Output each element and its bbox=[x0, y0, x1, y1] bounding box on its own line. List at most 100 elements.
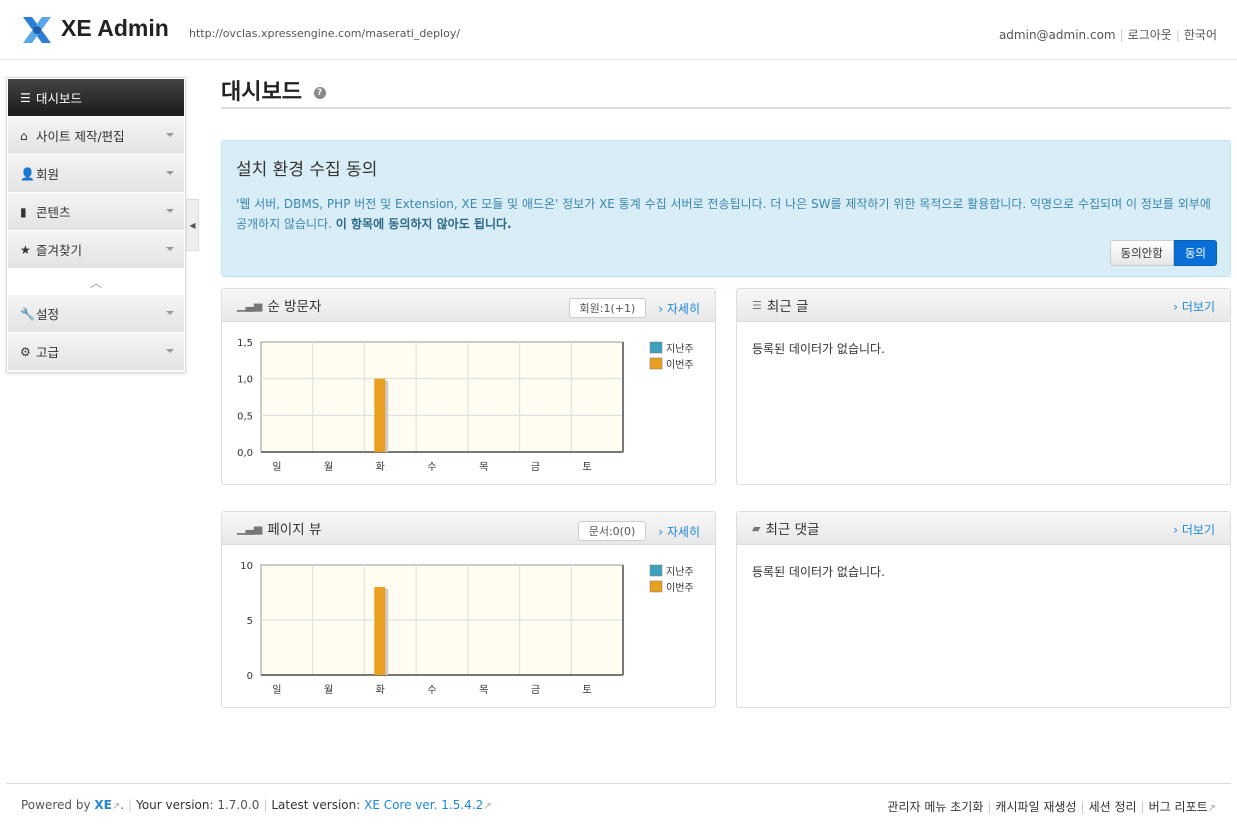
chevron-down-icon bbox=[166, 171, 174, 179]
xe-logo[interactable] bbox=[20, 14, 54, 46]
user-icon: 👤 bbox=[20, 166, 35, 181]
regenerate-cache-link[interactable]: 캐시파일 재생성 bbox=[995, 800, 1077, 814]
recent-posts-panel: ☰ 최근 글 › 더보기 등록된 데이터가 없습니다. bbox=[736, 288, 1231, 485]
brand-title[interactable]: XE Admin bbox=[61, 15, 169, 41]
account-menu: admin@admin.com | 로그아웃 | 한국어 bbox=[998, 28, 1217, 42]
legend-swatch bbox=[649, 357, 663, 370]
x-tick-label: 화 bbox=[376, 684, 385, 696]
logout-link[interactable]: 로그아웃 bbox=[1127, 28, 1172, 42]
external-link-icon: ↗ bbox=[483, 801, 492, 812]
language-select[interactable]: 한국어 bbox=[1183, 28, 1217, 42]
x-tick-label: 화 bbox=[376, 461, 385, 473]
chevron-down-icon bbox=[166, 247, 174, 255]
chevron-down-icon bbox=[166, 209, 174, 217]
list-icon: ☰ bbox=[752, 298, 762, 312]
signal-icon: ▁▃▅ bbox=[237, 521, 263, 535]
list-icon: ☰ bbox=[20, 90, 31, 105]
y-tick-label: 0,5 bbox=[237, 411, 253, 422]
sidebar-toggle[interactable]: ◀ bbox=[186, 199, 199, 251]
external-link-icon: ↗ bbox=[1207, 803, 1216, 814]
legend-label: 이번주 bbox=[666, 359, 694, 371]
legend-swatch bbox=[649, 341, 663, 354]
comment-icon: ▰ bbox=[752, 521, 761, 535]
chevron-down-icon bbox=[166, 133, 174, 141]
page-title-text: 대시보드 bbox=[221, 80, 302, 105]
x-tick-label: 수 bbox=[427, 684, 436, 696]
sidebar-item-advanced[interactable]: ⚙ 고급 bbox=[8, 333, 184, 371]
sidebar-item-site[interactable]: ⌂ 사이트 제작/편집 bbox=[8, 117, 184, 155]
sidebar-item-content[interactable]: ▮ 콘텐츠 bbox=[8, 193, 184, 231]
help-icon[interactable]: ? bbox=[313, 87, 326, 99]
wrench-icon: 🔧 bbox=[20, 306, 35, 321]
notice-bold: 이 항목에 동의하지 않아도 됩니다. bbox=[335, 217, 512, 231]
xe-link[interactable]: XE bbox=[94, 798, 112, 812]
sidebar-item-label: 사이트 제작/편집 bbox=[36, 129, 125, 144]
sidebar-item-label: 설정 bbox=[36, 307, 60, 322]
notice-title: 설치 환경 수집 동의 bbox=[236, 160, 378, 180]
sidebar-item-settings[interactable]: 🔧 설정 bbox=[8, 295, 184, 333]
panel-title: 최근 글 bbox=[766, 299, 809, 315]
bar-this-week bbox=[374, 587, 386, 675]
notice-body: '웹 서버, DBMS, PHP 버전 및 Extension, XE 모듈 및… bbox=[236, 197, 1211, 231]
chevron-up-icon: ︿ bbox=[89, 275, 102, 290]
member-count-badge: 회원:1(+1) bbox=[568, 298, 647, 318]
panel-title: 페이지 뷰 bbox=[267, 522, 322, 538]
reset-admin-menu-link[interactable]: 관리자 메뉴 초기화 bbox=[887, 800, 984, 814]
signal-icon: ▁▃▅ bbox=[237, 298, 263, 312]
gear-icon: ⚙ bbox=[20, 344, 31, 359]
x-tick-label: 월 bbox=[324, 684, 333, 696]
page-title: 대시보드 ? bbox=[221, 74, 1231, 109]
y-tick-label: 0 bbox=[247, 671, 253, 682]
site-url-link[interactable]: http://ovclas.xpressengine.com/maserati_… bbox=[189, 27, 461, 40]
x-tick-label: 목 bbox=[479, 684, 488, 696]
sidebar-item-label: 고급 bbox=[36, 345, 60, 360]
x-tick-label: 월 bbox=[324, 461, 333, 473]
sidebar-item-label: 회원 bbox=[36, 167, 60, 182]
y-tick-label: 0,0 bbox=[237, 448, 253, 459]
collapse-button[interactable]: ︿ bbox=[8, 269, 184, 295]
details-link[interactable]: › 자세히 bbox=[658, 524, 700, 539]
sidebar-item-member[interactable]: 👤 회원 bbox=[8, 155, 184, 193]
bar-this-week bbox=[374, 378, 386, 452]
recent-comments-panel: ▰ 최근 댓글 › 더보기 등록된 데이터가 없습니다. bbox=[736, 511, 1231, 708]
legend-label: 이번주 bbox=[666, 582, 694, 594]
latest-version-link[interactable]: XE Core ver. 1.5.4.2 bbox=[364, 798, 484, 812]
details-link[interactable]: › 자세히 bbox=[658, 301, 700, 316]
sidebar-item-favorites[interactable]: ★ 즐겨찾기 bbox=[8, 231, 184, 269]
disagree-button[interactable]: 동의안함 bbox=[1109, 240, 1174, 266]
panel-title: 최근 댓글 bbox=[765, 522, 820, 538]
more-link[interactable]: › 더보기 bbox=[1173, 300, 1215, 314]
legend-swatch bbox=[649, 580, 663, 593]
pageviews-panel: ▁▃▅ 페이지 뷰 문서:0(0) › 자세히 0 5 10 일 월 화 수 목 금 토 지난주 이번주 bbox=[221, 511, 716, 708]
x-tick-label: 토 bbox=[583, 462, 592, 473]
more-link[interactable]: › 더보기 bbox=[1173, 523, 1215, 537]
latest-version-label: Latest version bbox=[271, 798, 357, 812]
sidebar-item-label: 콘텐츠 bbox=[36, 205, 71, 220]
header: XE Admin http://ovclas.xpressengine.com/… bbox=[0, 0, 1237, 60]
legend-label: 지난주 bbox=[666, 566, 694, 578]
x-tick-label: 목 bbox=[479, 461, 488, 473]
footer: Powered by XE↗. | Your version: 1.7.0.0 | La… bbox=[6, 783, 1231, 829]
sidebar-item-label: 대시보드 bbox=[36, 91, 83, 106]
empty-message: 등록된 데이터가 없습니다. bbox=[752, 565, 885, 579]
chevron-down-icon bbox=[166, 349, 174, 357]
star-icon: ★ bbox=[20, 242, 31, 257]
y-tick-label: 1,0 bbox=[237, 375, 253, 386]
clear-session-link[interactable]: 세션 정리 bbox=[1088, 800, 1137, 814]
notice-text: '웹 서버, DBMS, PHP 버전 및 Extension, XE 모듈 및… bbox=[236, 194, 1216, 234]
user-email-link[interactable]: admin@admin.com bbox=[998, 28, 1116, 42]
bug-report-link[interactable]: 버그 리포트 bbox=[1148, 800, 1208, 814]
powered-by-text: Powered by bbox=[21, 798, 95, 812]
agree-button[interactable]: 동의 bbox=[1173, 240, 1217, 266]
your-version: 1.7.0.0 bbox=[217, 798, 260, 812]
sidebar-item-dashboard[interactable]: ☰ 대시보드 bbox=[8, 79, 184, 117]
book-icon: ▮ bbox=[20, 204, 27, 219]
chevron-left-icon: ◀ bbox=[189, 220, 196, 230]
your-version-label: Your version bbox=[136, 798, 210, 812]
empty-message: 등록된 데이터가 없습니다. bbox=[752, 342, 885, 356]
plot-area bbox=[260, 341, 624, 453]
chevron-down-icon bbox=[166, 311, 174, 319]
panel-title: 순 방문자 bbox=[267, 299, 322, 315]
external-link-icon: ↗ bbox=[111, 801, 121, 812]
